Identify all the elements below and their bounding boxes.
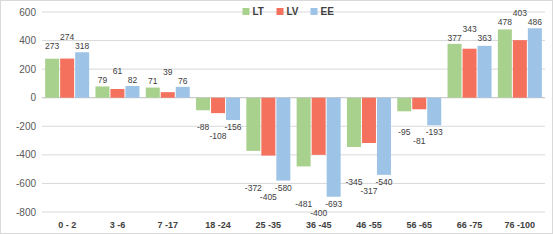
x-tick-label: 76 -100 — [505, 220, 536, 230]
grid-line — [42, 183, 545, 184]
x-tick-label: 25 -35 — [256, 220, 282, 230]
grid-line — [42, 154, 545, 155]
legend-swatch — [243, 8, 250, 15]
bar — [448, 44, 462, 98]
x-tick-label: 3 -6 — [110, 220, 126, 230]
bars — [45, 28, 542, 196]
data-label: 486 — [528, 17, 542, 27]
y-tick-label: 0 — [30, 92, 36, 103]
bar — [513, 40, 527, 98]
bar — [347, 98, 361, 147]
y-tick-label: -400 — [16, 149, 36, 160]
grid-line — [42, 40, 545, 41]
bar — [276, 98, 290, 181]
data-label: -405 — [260, 192, 277, 202]
bar — [226, 98, 240, 120]
x-tick-label: 7 -17 — [157, 220, 178, 230]
bar — [463, 49, 477, 98]
legend-swatch — [277, 8, 284, 15]
bar — [211, 98, 225, 113]
data-label: -580 — [275, 183, 292, 193]
grid-line — [42, 126, 545, 127]
bar — [478, 46, 492, 98]
data-label: 403 — [513, 8, 527, 18]
data-label: 82 — [128, 75, 138, 85]
y-tick-label: 400 — [19, 35, 36, 46]
data-label: 478 — [498, 17, 512, 27]
data-label: -156 — [225, 122, 242, 132]
bar — [110, 89, 124, 98]
data-label: -317 — [360, 186, 377, 196]
chart-border — [1, 1, 553, 234]
data-label: 363 — [477, 33, 491, 43]
data-label: 318 — [75, 41, 89, 51]
bar — [196, 98, 210, 111]
y-tick-label: 200 — [19, 64, 36, 75]
bar — [297, 98, 311, 167]
bar — [161, 92, 175, 98]
grid — [42, 12, 545, 212]
legend-label: LT — [253, 6, 264, 17]
data-label: 377 — [447, 33, 461, 43]
x-tick-label: 18 -24 — [205, 220, 231, 230]
legend-label: LV — [287, 6, 299, 17]
bar — [45, 59, 59, 98]
data-label: 79 — [98, 75, 108, 85]
bar — [412, 98, 426, 110]
bar — [312, 98, 326, 155]
data-label: 39 — [163, 67, 173, 77]
x-tick-label: 36 -45 — [306, 220, 332, 230]
data-label: -400 — [310, 208, 327, 218]
legend-label: EE — [321, 6, 335, 17]
chart-container: -800 -600 -400 -200 0 200 400 600 273274318 79 61 8… — [0, 0, 553, 234]
y-tick-label: -800 — [16, 207, 36, 218]
y-tick-label: 600 — [19, 7, 36, 18]
y-tick-label: -600 — [16, 178, 36, 189]
bar — [427, 98, 441, 126]
data-label: -81 — [413, 136, 426, 146]
bar — [377, 98, 391, 175]
data-label: 273 — [45, 41, 59, 51]
x-tick-label: 46 -55 — [356, 220, 382, 230]
data-label: -693 — [325, 199, 342, 209]
bar — [397, 98, 411, 112]
bar — [60, 59, 74, 98]
bar — [528, 28, 542, 97]
data-label: -88 — [197, 122, 210, 132]
data-label: -95 — [398, 127, 411, 137]
legend: LT LV EE — [243, 6, 335, 17]
bar — [261, 98, 275, 156]
bar — [95, 86, 109, 97]
x-tick-label: 56 -65 — [406, 220, 432, 230]
y-tick-label: -200 — [16, 121, 36, 132]
x-tick-label: 66 -75 — [457, 220, 483, 230]
chart-svg: -800 -600 -400 -200 0 200 400 600 273274318 79 61 8… — [0, 0, 553, 234]
grid-line — [42, 212, 545, 213]
data-label: -540 — [375, 177, 392, 187]
data-label: 274 — [60, 32, 74, 42]
data-label: -193 — [426, 127, 443, 137]
data-label: 71 — [148, 76, 158, 86]
bar — [362, 98, 376, 143]
legend-swatch — [311, 8, 318, 15]
bar — [146, 88, 160, 98]
bar — [125, 86, 139, 98]
data-label: 343 — [462, 24, 476, 34]
bar — [327, 98, 341, 197]
bar — [75, 52, 89, 97]
data-label: 76 — [178, 76, 188, 86]
data-labels: 273274318796182713976-88-108-156-372-405… — [45, 8, 542, 217]
data-label: 61 — [113, 66, 123, 76]
bar — [498, 29, 512, 97]
bar — [176, 87, 190, 98]
data-label: -108 — [210, 131, 227, 141]
x-tick-label: 0 - 2 — [58, 220, 76, 230]
bar — [246, 98, 260, 151]
